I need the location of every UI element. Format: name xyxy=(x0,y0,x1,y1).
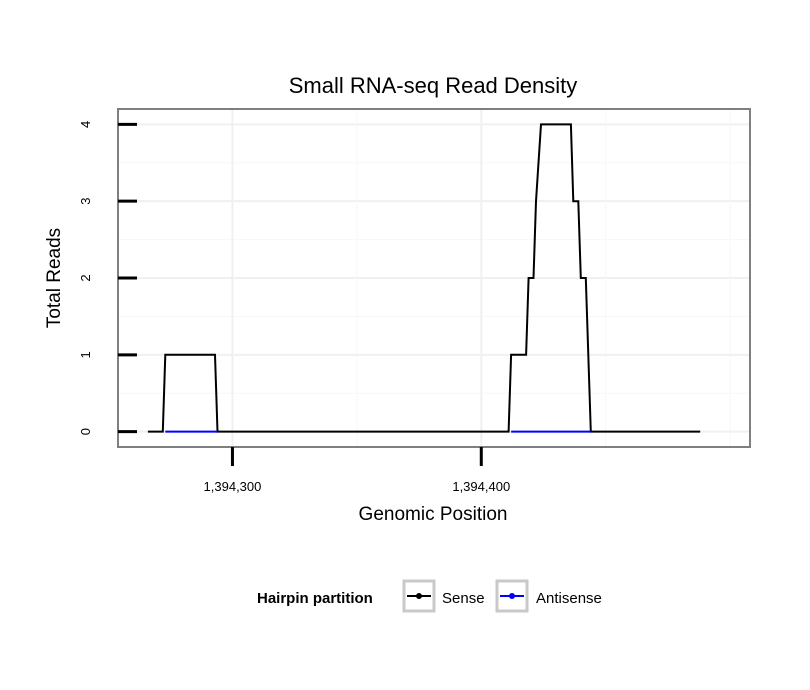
series-line-sense xyxy=(147,123,701,433)
y-axis-ticks: 0 1 2 3 4 xyxy=(78,121,137,435)
y-tick-label-0: 0 xyxy=(78,428,93,435)
legend: Hairpin partition Sense Antisense xyxy=(257,579,602,613)
y-tick-label-1: 1 xyxy=(78,351,93,358)
x-tick-label-1394300: 1,394,300 xyxy=(204,479,262,494)
legend-label-antisense: Antisense xyxy=(536,590,602,607)
y-tick-label-4: 4 xyxy=(78,121,93,128)
x-tick-label-1394400: 1,394,400 xyxy=(452,479,510,494)
legend-marker-antisense xyxy=(509,593,515,599)
x-axis-ticks: 1,394,300 1,394,400 xyxy=(204,447,510,494)
x-axis-label: Genomic Position xyxy=(359,504,508,525)
grid-lines xyxy=(118,109,750,447)
series-layer xyxy=(147,123,701,433)
chart-title: Small RNA-seq Read Density xyxy=(289,73,578,98)
legend-marker-sense xyxy=(416,593,422,599)
y-axis-label: Total Reads xyxy=(44,228,65,328)
legend-label-sense: Sense xyxy=(442,590,485,607)
y-tick-label-3: 3 xyxy=(78,198,93,205)
y-tick-label-2: 2 xyxy=(78,274,93,281)
legend-title: Hairpin partition xyxy=(257,590,373,607)
